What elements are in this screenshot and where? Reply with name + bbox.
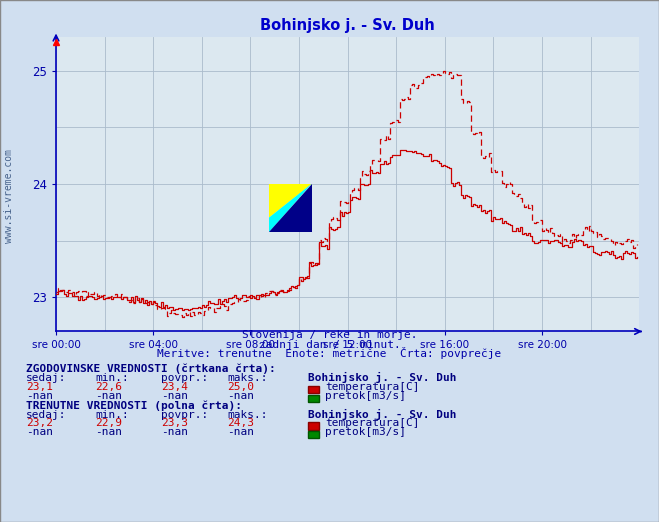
Text: Bohinjsko j. - Sv. Duh: Bohinjsko j. - Sv. Duh xyxy=(308,372,457,383)
Text: pretok[m3/s]: pretok[m3/s] xyxy=(325,391,406,401)
Text: pretok[m3/s]: pretok[m3/s] xyxy=(325,428,406,437)
Text: ZGODOVINSKE VREDNOSTI (črtkana črta):: ZGODOVINSKE VREDNOSTI (črtkana črta): xyxy=(26,364,276,374)
Text: -nan: -nan xyxy=(26,391,53,401)
Text: -nan: -nan xyxy=(227,391,254,401)
Text: sedaj:: sedaj: xyxy=(26,410,67,420)
Text: min.:: min.: xyxy=(96,373,129,383)
Text: zadnji dan / 5 minut.: zadnji dan / 5 minut. xyxy=(258,340,401,350)
Polygon shape xyxy=(269,184,312,218)
Text: Bohinjsko j. - Sv. Duh: Bohinjsko j. - Sv. Duh xyxy=(308,409,457,420)
Text: Meritve: trenutne  Enote: metrične  Črta: povprečje: Meritve: trenutne Enote: metrične Črta: … xyxy=(158,347,501,359)
Text: 22,9: 22,9 xyxy=(96,419,123,429)
Text: www.si-vreme.com: www.si-vreme.com xyxy=(3,149,14,243)
Text: Slovenija / reke in morje.: Slovenija / reke in morje. xyxy=(242,330,417,340)
Title: Bohinjsko j. - Sv. Duh: Bohinjsko j. - Sv. Duh xyxy=(260,18,435,32)
Text: maks.:: maks.: xyxy=(227,373,268,383)
Text: 23,4: 23,4 xyxy=(161,382,188,392)
Text: -nan: -nan xyxy=(161,428,188,437)
Text: povpr.:: povpr.: xyxy=(161,373,209,383)
Text: min.:: min.: xyxy=(96,410,129,420)
Polygon shape xyxy=(269,184,312,232)
Text: -nan: -nan xyxy=(161,391,188,401)
Text: 23,1: 23,1 xyxy=(26,382,53,392)
Text: 22,6: 22,6 xyxy=(96,382,123,392)
Text: -nan: -nan xyxy=(26,428,53,437)
Text: maks.:: maks.: xyxy=(227,410,268,420)
Text: 23,2: 23,2 xyxy=(26,419,53,429)
Text: sedaj:: sedaj: xyxy=(26,373,67,383)
Polygon shape xyxy=(269,184,312,232)
Text: 24,3: 24,3 xyxy=(227,419,254,429)
Text: temperatura[C]: temperatura[C] xyxy=(325,382,419,392)
Text: 23,3: 23,3 xyxy=(161,419,188,429)
Text: TRENUTNE VREDNOSTI (polna črta):: TRENUTNE VREDNOSTI (polna črta): xyxy=(26,400,243,411)
Text: povpr.:: povpr.: xyxy=(161,410,209,420)
Text: -nan: -nan xyxy=(227,428,254,437)
Text: -nan: -nan xyxy=(96,428,123,437)
Text: 25,0: 25,0 xyxy=(227,382,254,392)
Text: temperatura[C]: temperatura[C] xyxy=(325,419,419,429)
Text: -nan: -nan xyxy=(96,391,123,401)
